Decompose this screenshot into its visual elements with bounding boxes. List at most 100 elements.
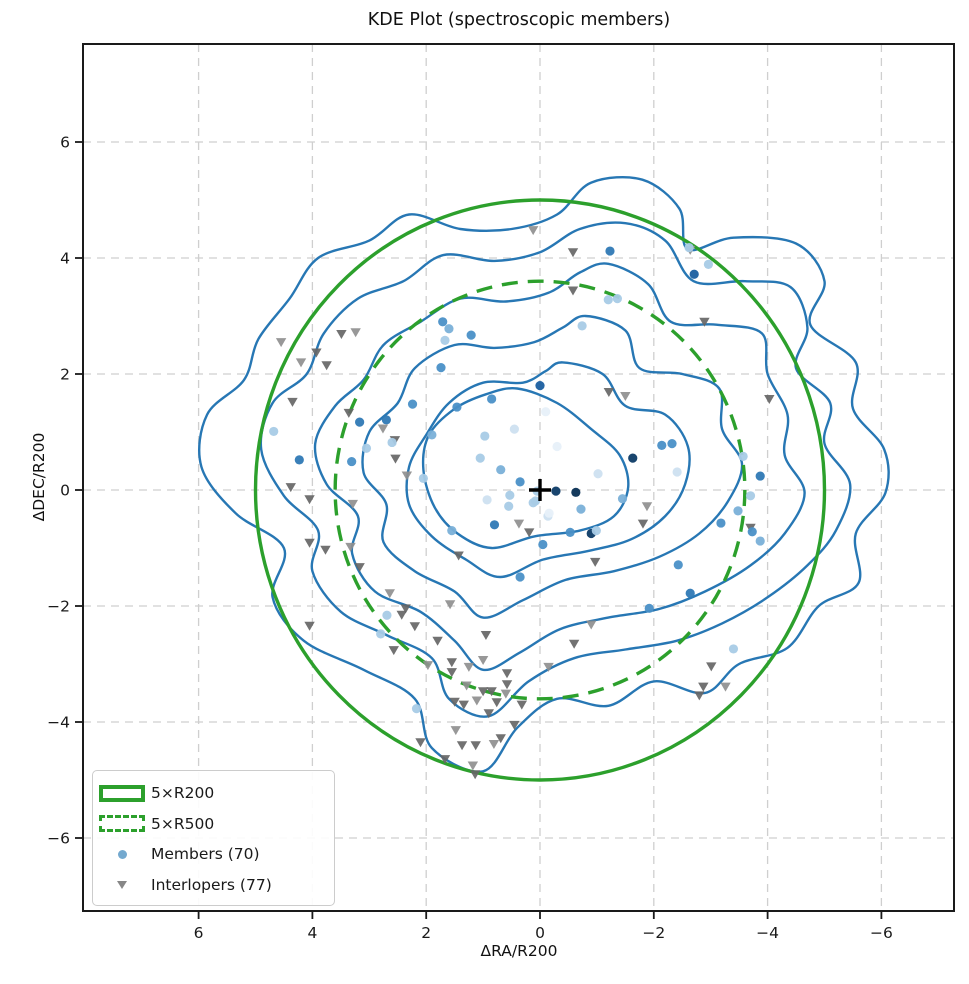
interloper-point: [461, 681, 472, 691]
x-tick-label: 6: [194, 924, 204, 942]
member-point: [605, 246, 615, 256]
member-point: [382, 610, 392, 620]
member-point: [496, 465, 506, 475]
member-point: [504, 501, 514, 511]
y-tick-label: 0: [60, 482, 70, 500]
interloper-point: [304, 495, 315, 505]
interloper-point: [400, 604, 411, 614]
interloper-point: [311, 348, 322, 358]
kde-contour: [361, 314, 744, 619]
interloper-point: [449, 697, 460, 707]
interloper-point: [699, 317, 710, 327]
member-point: [361, 443, 372, 453]
member-point: [538, 539, 548, 550]
y-tick-label: 6: [60, 134, 70, 152]
member-point: [407, 399, 418, 409]
interloper-point: [343, 408, 355, 418]
interloper-point: [377, 424, 389, 434]
interloper-point: [694, 691, 705, 701]
interloper-point: [764, 394, 775, 404]
kde-contour: [405, 361, 691, 579]
interloper-point: [390, 454, 401, 464]
interloper-point: [483, 709, 494, 719]
interloper-point: [641, 502, 653, 512]
interloper-point: [698, 682, 709, 692]
y-tick-label: −6: [47, 830, 70, 848]
interloper-point: [706, 662, 717, 672]
member-point: [376, 629, 386, 639]
y-tick-label: 2: [60, 366, 70, 384]
r200-circle: [253, 198, 827, 782]
dashed-circle-swatch-icon: [93, 815, 151, 833]
member-point: [716, 518, 726, 528]
interloper-point: [401, 471, 413, 481]
member-point: [381, 415, 391, 425]
member-point: [733, 506, 743, 516]
member-point: [565, 527, 575, 537]
interloper-point: [568, 639, 580, 649]
member-point: [552, 441, 562, 452]
member-point: [427, 430, 437, 440]
interloper-point: [458, 700, 469, 710]
member-point: [411, 704, 422, 714]
interloper-point: [513, 519, 525, 529]
member-point: [489, 520, 500, 530]
interloper-point: [396, 610, 407, 620]
interloper-point: [543, 662, 554, 672]
interloper-point: [321, 361, 332, 371]
interloper-triangle-icon: [93, 880, 151, 889]
member-point: [438, 317, 448, 327]
legend-label: Members (70): [151, 845, 260, 864]
interloper-point: [350, 328, 361, 338]
interloper-point: [456, 741, 468, 751]
interloper-point: [446, 658, 458, 668]
member-point: [667, 439, 677, 449]
interloper-point: [620, 392, 631, 402]
interloper-point: [509, 720, 520, 730]
interloper-point: [320, 545, 331, 555]
member-point: [673, 560, 683, 570]
legend-item-members: Members (70): [93, 839, 334, 870]
member-point: [672, 467, 682, 477]
legend-item-r500: 5×R500: [93, 809, 334, 840]
member-point: [505, 490, 515, 500]
interloper-point: [488, 740, 500, 750]
x-tick-label: 4: [307, 924, 317, 942]
y-tick-label: 4: [60, 250, 70, 268]
member-dot-icon: [93, 849, 151, 859]
plot-border: [82, 43, 955, 912]
interloper-point: [516, 700, 527, 710]
member-point: [745, 491, 756, 501]
member-point: [738, 451, 748, 461]
interloper-point: [527, 226, 539, 236]
interloper-point: [432, 636, 443, 646]
x-tick-label: −4: [756, 924, 779, 942]
interloper-point: [586, 620, 597, 630]
interloper-point: [523, 528, 535, 538]
interloper-point: [336, 329, 347, 339]
interloper-point: [450, 726, 461, 736]
member-point: [689, 269, 699, 279]
interloper-point: [501, 669, 513, 679]
member-point: [755, 536, 765, 546]
member-point: [603, 295, 613, 305]
member-point: [571, 487, 581, 497]
member-point: [269, 426, 279, 437]
interloper-point: [500, 689, 512, 699]
interloper-point: [477, 655, 489, 665]
member-point: [347, 456, 357, 467]
member-point: [657, 440, 667, 450]
interloper-point: [345, 542, 356, 552]
interloper-point: [422, 661, 434, 671]
member-point: [684, 242, 694, 253]
x-axis-label: ΔRA/R200: [480, 942, 558, 960]
solid-circle-swatch-icon: [93, 784, 151, 802]
x-tick-label: 2: [421, 924, 431, 942]
member-point: [515, 572, 525, 582]
member-point: [703, 259, 714, 269]
member-point: [551, 486, 561, 496]
member-point: [612, 294, 622, 304]
legend: 5×R200 5×R500 Members (70) Interlopers (…: [92, 770, 335, 906]
member-point: [541, 407, 551, 417]
member-point: [452, 402, 462, 412]
